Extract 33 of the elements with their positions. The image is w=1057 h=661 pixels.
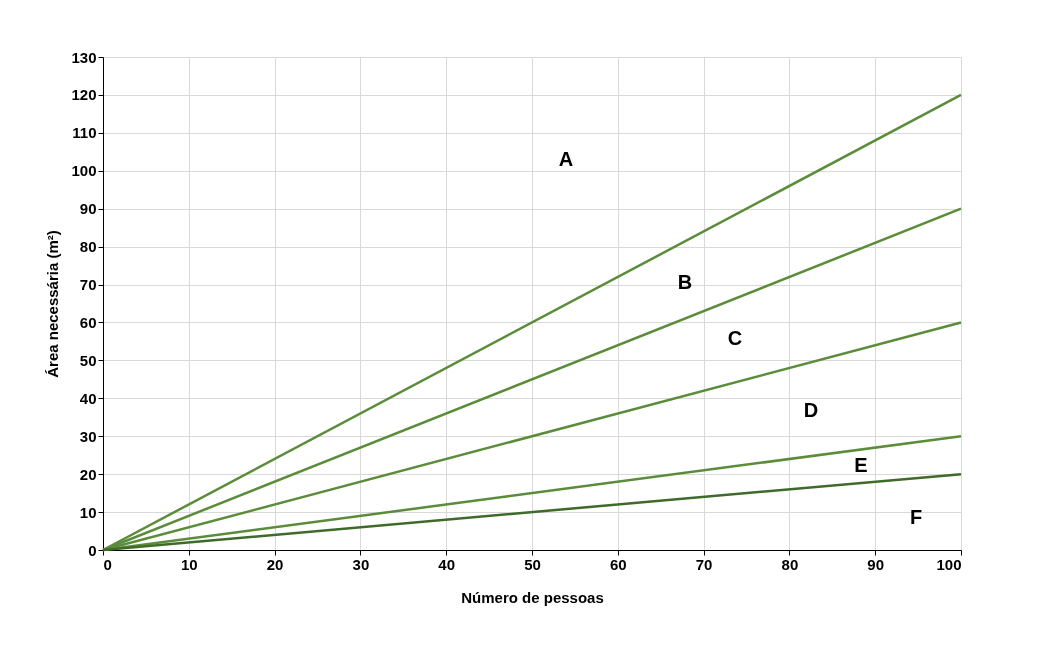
annotation: D [803,399,819,421]
x-tick-label: 60 [609,555,627,573]
y-tick-label: 40 [79,389,97,407]
annotation: C [727,327,743,349]
x-tick-label: 0 [103,555,112,573]
y-tick-label: 60 [79,313,97,331]
y-tick-label: 20 [79,465,97,483]
y-tick-label: 90 [79,200,97,218]
x-tick-label: 100 [936,555,962,573]
x-tick-label: 20 [266,555,284,573]
y-tick-label: 10 [79,503,97,521]
y-tick-label: 30 [79,427,97,445]
y-tick-label: 120 [71,86,97,104]
x-tick-label: 50 [524,555,541,573]
x-tick-label: 70 [695,555,713,573]
y-tick-label: 130 [71,48,97,66]
x-tick-label: 30 [352,555,370,573]
y-tick-label: 100 [71,162,97,180]
annotation: F [909,506,923,528]
y-tick-label: 80 [79,238,97,256]
x-tick-label: 90 [867,555,885,573]
x-tick-label: 80 [781,555,799,573]
y-tick-label: 0 [88,541,97,559]
y-tick-label: 110 [72,124,97,142]
x-axis-title: Número de pessoas [461,588,604,606]
annotation: A [558,148,574,170]
y-tick-label: 70 [79,276,97,294]
y-axis-title: Área necessária (m²) [44,230,62,378]
x-tick-label: 40 [438,555,456,573]
annotation: E [854,454,868,476]
y-tick-label: 50 [79,351,97,369]
x-tick-label: 10 [180,555,198,573]
annotation: B [677,271,693,293]
